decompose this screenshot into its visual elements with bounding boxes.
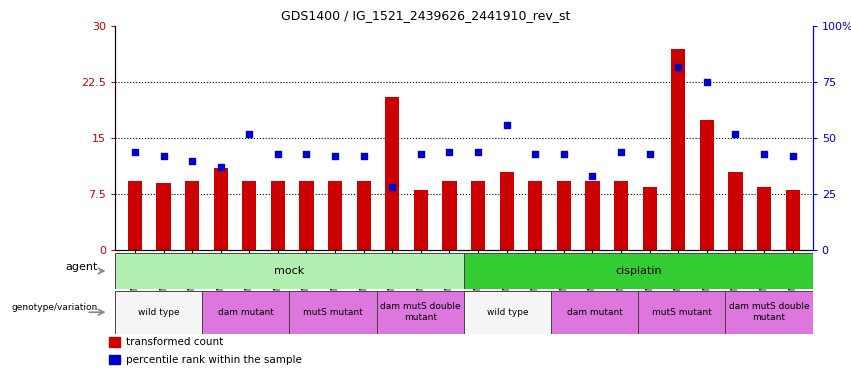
Bar: [725, 291, 813, 334]
Point: [243, 131, 256, 137]
Point: [328, 153, 342, 159]
Bar: [671, 49, 685, 250]
Point: [186, 158, 199, 164]
Point: [671, 63, 685, 69]
Text: transformed count: transformed count: [126, 337, 223, 347]
Point: [557, 151, 571, 157]
Text: mutS mutant: mutS mutant: [652, 308, 711, 316]
Bar: [614, 182, 628, 250]
Point: [500, 122, 513, 128]
Bar: [271, 182, 285, 250]
Point: [300, 151, 313, 157]
Text: dam mutS double
mutant: dam mutS double mutant: [380, 303, 460, 322]
Bar: [243, 182, 256, 250]
Point: [643, 151, 656, 157]
Text: dam mutant: dam mutant: [218, 308, 274, 316]
Text: GDS1400 / IG_1521_2439626_2441910_rev_st: GDS1400 / IG_1521_2439626_2441910_rev_st: [281, 9, 570, 22]
Bar: [109, 337, 121, 346]
Bar: [109, 355, 121, 364]
Point: [728, 131, 742, 137]
Bar: [300, 182, 314, 250]
Bar: [443, 182, 457, 250]
Bar: [643, 187, 657, 250]
Bar: [757, 187, 771, 250]
Text: wild type: wild type: [138, 308, 180, 316]
Point: [785, 153, 799, 159]
Bar: [328, 182, 342, 250]
Point: [443, 148, 456, 154]
Bar: [700, 120, 714, 250]
Point: [157, 153, 170, 159]
Text: wild type: wild type: [487, 308, 528, 316]
Bar: [464, 253, 813, 289]
Bar: [185, 182, 199, 250]
Bar: [214, 168, 228, 250]
Bar: [115, 253, 464, 289]
Text: percentile rank within the sample: percentile rank within the sample: [126, 355, 302, 365]
Point: [357, 153, 370, 159]
Text: genotype/variation: genotype/variation: [11, 303, 97, 312]
Point: [757, 151, 771, 157]
Bar: [557, 182, 571, 250]
Bar: [115, 291, 203, 334]
Bar: [528, 182, 542, 250]
Bar: [471, 182, 485, 250]
Text: mutS mutant: mutS mutant: [303, 308, 363, 316]
Point: [214, 164, 227, 170]
Point: [471, 148, 485, 154]
Bar: [414, 190, 428, 250]
Bar: [785, 190, 800, 250]
Bar: [386, 97, 399, 250]
Bar: [464, 291, 551, 334]
Bar: [376, 291, 464, 334]
Point: [386, 184, 399, 190]
Bar: [157, 183, 171, 250]
Point: [271, 151, 285, 157]
Point: [700, 79, 714, 85]
Bar: [728, 172, 743, 250]
Bar: [585, 182, 600, 250]
Bar: [289, 291, 376, 334]
Bar: [357, 182, 371, 250]
Text: cisplatin: cisplatin: [615, 266, 661, 276]
Point: [528, 151, 542, 157]
Point: [614, 148, 628, 154]
Text: mock: mock: [274, 266, 305, 276]
Text: agent: agent: [65, 262, 97, 272]
Point: [414, 151, 428, 157]
Bar: [128, 182, 142, 250]
Bar: [203, 291, 289, 334]
Bar: [500, 172, 514, 250]
Text: dam mutant: dam mutant: [567, 308, 623, 316]
Text: dam mutS double
mutant: dam mutS double mutant: [728, 303, 809, 322]
Point: [585, 173, 599, 179]
Point: [129, 148, 142, 154]
Bar: [638, 291, 725, 334]
Bar: [551, 291, 638, 334]
